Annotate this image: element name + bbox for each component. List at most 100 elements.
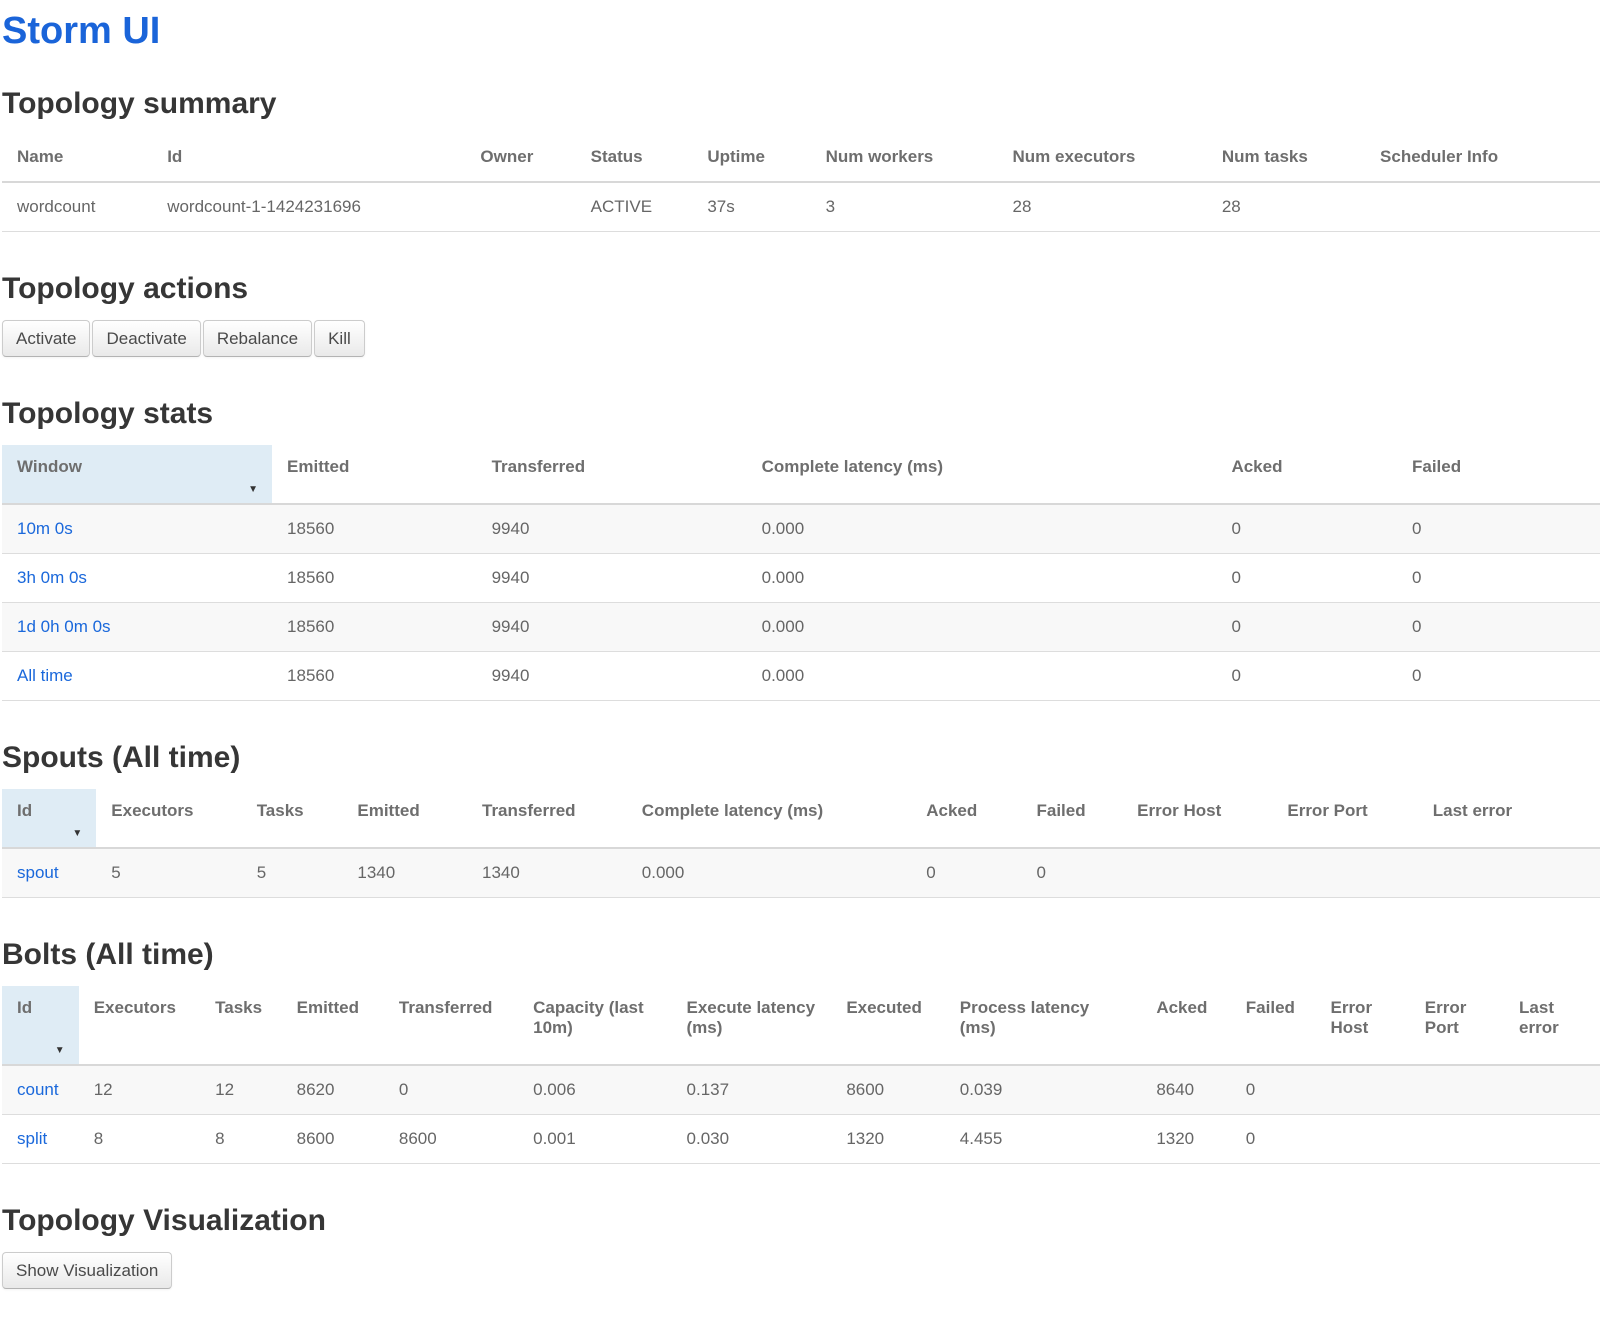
sort-desc-icon: ▼ [248,484,259,495]
cell-acked: 1320 [1141,1114,1231,1164]
column-header-error-host[interactable]: Error Host [1315,986,1410,1066]
cell-last-error [1504,1065,1600,1115]
column-header-status: Status [575,135,693,183]
cell-acked: 0 [1216,504,1397,554]
column-header-num-workers: Num workers [810,135,998,183]
table-row: count 12 12 8620 0 0.006 0.137 8600 0.039 8640 0 [2,1065,1600,1115]
table-row: spout 5 5 1340 1340 0.000 0 0 [2,848,1600,898]
bolts-heading: Bolts (All time) [2,938,214,971]
column-header-tasks[interactable]: Tasks [241,789,343,849]
deactivate-button[interactable]: Deactivate [92,320,201,357]
10m-0s-link[interactable]: 10m 0s [17,519,73,538]
table-row: 1d 0h 0m 0s 18560 9940 0.000 0 0 [2,602,1600,652]
cell-acked: 8640 [1141,1065,1231,1115]
cell-owner [465,182,575,232]
column-header-complete-latency-ms[interactable]: Complete latency (ms) [626,789,912,849]
cell-execute-latency-ms: 0.137 [671,1065,832,1115]
column-header-executed[interactable]: Executed [831,986,945,1066]
cell-execute-latency-ms: 0.030 [671,1114,832,1164]
column-header-num-tasks: Num tasks [1206,135,1366,183]
cell-transferred: 9940 [476,602,747,652]
cell-transferred: 9940 [476,504,747,554]
column-header-error-port[interactable]: Error Port [1409,986,1505,1066]
column-header-acked[interactable]: Acked [1141,986,1231,1066]
cell-transferred: 9940 [476,651,747,701]
cell-emitted: 18560 [272,651,477,701]
column-header-transferred[interactable]: Transferred [467,789,627,849]
column-header-failed[interactable]: Failed [1230,986,1316,1066]
cell-executed: 1320 [831,1114,945,1164]
table-row: wordcount wordcount-1-1424231696 ACTIVE 37s… [2,182,1600,232]
cell-id: spout [2,848,97,898]
cell-id: wordcount-1-1424231696 [167,197,361,216]
cell-window: All time [2,651,273,701]
header-row: Id ▼ Executors Tasks Emitted Transferred Compl… [2,789,1600,849]
column-header-error-port[interactable]: Error Port [1272,789,1418,849]
cell-capacity-last-10m: 0.001 [518,1114,672,1164]
cell-error-host [1315,1114,1410,1164]
cell-error-port [1409,1065,1505,1115]
cell-acked: 0 [1216,553,1397,603]
column-header-window[interactable]: Window ▼ [2,445,273,505]
topology-stats-heading: Topology stats [2,397,214,430]
cell-tasks: 12 [200,1065,282,1115]
column-header-id[interactable]: Id ▼ [2,789,97,849]
count-link[interactable]: count [17,1080,59,1099]
column-header-id: Id [152,135,466,183]
column-header-last-error[interactable]: Last error [1417,789,1600,849]
cell-window: 1d 0h 0m 0s [2,602,273,652]
column-header-tasks[interactable]: Tasks [200,986,282,1066]
activate-button[interactable]: Activate [2,320,91,357]
all-time-link[interactable]: All time [17,666,73,685]
cell-emitted: 8620 [281,1065,384,1115]
cell-last-error [1504,1114,1600,1164]
cell-capacity-last-10m: 0.006 [518,1065,672,1115]
cell-executors: 8 [78,1114,201,1164]
spout-link[interactable]: spout [17,863,59,882]
cell-num-executors: 28 [1012,197,1032,216]
sort-desc-icon: ▼ [72,828,83,839]
cell-process-latency-ms: 0.039 [944,1065,1142,1115]
column-header-transferred[interactable]: Transferred [476,445,747,505]
header-row: Id ▼ Executors Tasks Emitted Transferred Capac… [2,986,1600,1066]
table-row: All time 18560 9940 0.000 0 0 [2,651,1600,701]
cell-executors: 12 [78,1065,201,1115]
column-header-executors[interactable]: Executors [78,986,201,1066]
column-header-emitted[interactable]: Emitted [342,789,467,849]
sort-desc-icon: ▼ [54,1045,65,1056]
column-header-error-host[interactable]: Error Host [1122,789,1273,849]
column-header-complete-latency-ms[interactable]: Complete latency (ms) [746,445,1217,505]
cell-acked: 0 [911,848,1022,898]
topology-actions-bar: Activate Deactivate Rebalance Kill [2,320,1600,357]
cell-tasks: 8 [200,1114,282,1164]
topology-visualization-bar: Show Visualization [2,1252,1600,1289]
column-header-capacity-last-10m[interactable]: Capacity (last 10m) [518,986,672,1066]
1d-0h-0m-0s-link[interactable]: 1d 0h 0m 0s [17,617,111,636]
cell-name: wordcount [17,197,96,216]
column-header-emitted[interactable]: Emitted [272,445,477,505]
3h-0m-0s-link[interactable]: 3h 0m 0s [17,568,87,587]
column-header-executors[interactable]: Executors [96,789,242,849]
column-header-acked[interactable]: Acked [1216,445,1397,505]
bolts-table: Id ▼ Executors Tasks Emitted Transferred Capac… [2,986,1600,1164]
column-header-execute-latency-ms[interactable]: Execute latency (ms) [671,986,832,1066]
column-header-transferred[interactable]: Transferred [383,986,519,1066]
cell-acked: 0 [1216,602,1397,652]
cell-window: 10m 0s [2,504,273,554]
column-header-id[interactable]: Id ▼ [2,986,79,1066]
column-header-num-executors: Num executors [997,135,1207,183]
split-link[interactable]: split [17,1129,48,1148]
cell-window: 3h 0m 0s [2,553,273,603]
cell-last-error [1417,848,1600,898]
column-header-acked[interactable]: Acked [911,789,1022,849]
column-header-emitted[interactable]: Emitted [281,986,384,1066]
rebalance-button[interactable]: Rebalance [202,320,313,357]
kill-button[interactable]: Kill [314,320,365,357]
cell-error-host [1315,1065,1410,1115]
column-header-failed[interactable]: Failed [1397,445,1600,505]
column-header-failed[interactable]: Failed [1021,789,1123,849]
column-header-process-latency-ms[interactable]: Process latency (ms) [944,986,1142,1066]
column-header-last-error[interactable]: Last error [1504,986,1600,1066]
spouts-heading: Spouts (All time) [2,741,241,774]
show-visualization-button[interactable]: Show Visualization [2,1252,173,1289]
